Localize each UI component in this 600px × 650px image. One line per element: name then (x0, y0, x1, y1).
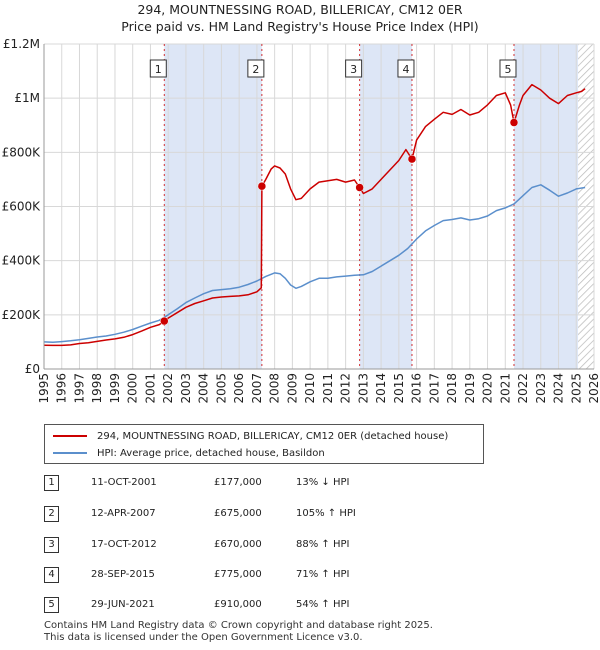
legend-label-property: 294, MOUNTNESSING ROAD, BILLERICAY, CM12… (97, 430, 449, 442)
x-tick-label: 2016 (410, 373, 424, 404)
x-tick-label: 2024 (552, 373, 566, 404)
x-tick-label: 2007 (250, 373, 264, 404)
sale-price: £177,000 (214, 477, 262, 488)
sale-price: £675,000 (214, 508, 262, 519)
x-tick-label: 1999 (108, 373, 122, 404)
x-tick-label: 2002 (161, 373, 175, 404)
sale-row-2: 2 12-APR-2007 £675,000 105% ↑ HPI (44, 506, 384, 524)
sale-hpi-change: 71% ↑ HPI (296, 569, 350, 580)
sale-row-3: 3 17-OCT-2012 £670,000 88% ↑ HPI (44, 537, 384, 555)
y-tick-label: £400K (2, 254, 42, 268)
sale-box-5 (499, 59, 517, 78)
sale-hpi-change: 105% ↑ HPI (296, 508, 356, 519)
sale-row-1: 1 11-OCT-2001 £177,000 13% ↓ HPI (44, 475, 384, 493)
sale-date: 11-OCT-2001 (91, 477, 157, 488)
hpi-series-line (44, 184, 586, 343)
sale-marker-4 (407, 154, 417, 164)
x-tick-label: 2020 (481, 373, 495, 404)
y-tick-label: £0 (25, 362, 40, 376)
sale-price: £775,000 (214, 569, 262, 580)
x-tick-label: 2019 (463, 373, 477, 404)
sale-box-label-2: 2 (252, 63, 259, 76)
x-tick-label: 2023 (534, 373, 548, 404)
x-tick-label: 2008 (268, 373, 282, 404)
legend: 294, MOUNTNESSING ROAD, BILLERICAY, CM12… (44, 424, 484, 464)
legend-swatch-blue (53, 452, 87, 454)
x-tick-label: 2026 (587, 373, 600, 404)
sale-box-label-1: 1 (155, 63, 162, 76)
sale-box-label-3: 3 (350, 63, 357, 76)
chart-title: 294, MOUNTNESSING ROAD, BILLERICAY, CM12… (137, 2, 463, 17)
x-tick-label: 2022 (516, 373, 530, 404)
sale-number-badge: 4 (44, 567, 59, 583)
x-tick-label: 2010 (303, 373, 317, 404)
x-tick-label: 2003 (179, 373, 193, 404)
sale-box-label-4: 4 (402, 63, 409, 76)
x-tick-label: 2006 (232, 373, 246, 404)
sale-date: 12-APR-2007 (91, 508, 156, 519)
x-tick-label: 1995 (37, 373, 51, 404)
sale-marker-3 (355, 183, 364, 192)
legend-swatch-red (53, 435, 87, 437)
sale-marker-2 (257, 181, 267, 191)
sale-marker-1 (160, 316, 169, 326)
sale-hpi-change: 13% ↓ HPI (296, 477, 350, 488)
x-tick-label: 2005 (214, 373, 228, 404)
sale-number-badge: 2 (44, 506, 59, 522)
x-tick-label: 2021 (498, 373, 512, 404)
sale-box-4 (397, 59, 415, 78)
y-tick-label: £200K (2, 308, 42, 322)
x-tick-label: 2009 (285, 373, 299, 404)
sale-box-label-5: 5 (504, 63, 511, 76)
sale-box-2 (247, 59, 265, 78)
sale-number-badge: 3 (44, 537, 59, 553)
sale-box-1 (149, 59, 167, 78)
property-series-line (44, 83, 586, 347)
sale-price: £670,000 (214, 539, 262, 550)
sale-date: 17-OCT-2012 (91, 539, 157, 550)
x-tick-label: 1996 (55, 373, 69, 404)
sale-row-4: 4 28-SEP-2015 £775,000 71% ↑ HPI (44, 567, 384, 585)
x-tick-label: 2013 (356, 373, 370, 404)
footer-licence: This data is licensed under the Open Gov… (44, 632, 363, 643)
x-tick-label: 2011 (321, 373, 335, 404)
price-chart: 1 2 3 4 5 £0 £200K £400K £600K £800K £1M £1.2M 1995… (2, 37, 600, 404)
sale-hpi-change: 54% ↑ HPI (296, 599, 350, 610)
y-tick-label: £1.2M (3, 37, 40, 51)
sale-date: 29-JUN-2021 (91, 599, 155, 610)
x-tick-label: 2017 (427, 373, 441, 404)
sale-marker-5 (509, 118, 519, 127)
chart-subtitle: Price paid vs. HM Land Registry's House … (121, 19, 479, 34)
footer-copyright: Contains HM Land Registry data © Crown c… (44, 620, 433, 631)
sale-number-badge: 5 (44, 597, 59, 613)
x-tick-label: 2001 (143, 373, 157, 404)
x-tick-label: 2018 (445, 373, 459, 404)
x-tick-label: 2012 (339, 373, 353, 404)
x-tick-label: 2014 (374, 373, 388, 404)
sale-number-badge: 1 (44, 475, 59, 491)
y-tick-label: £600K (2, 200, 42, 214)
x-tick-label: 2015 (392, 373, 406, 404)
x-tick-label: 2004 (197, 373, 211, 404)
sale-box-3 (345, 59, 363, 78)
x-tick-label: 1998 (90, 373, 104, 404)
sale-row-5: 5 29-JUN-2021 £910,000 54% ↑ HPI (44, 597, 384, 615)
sale-hpi-change: 88% ↑ HPI (296, 539, 350, 550)
legend-item-hpi: HPI: Average price, detached house, Basi… (53, 445, 325, 461)
x-tick-label: 2025 (569, 373, 583, 404)
legend-label-hpi: HPI: Average price, detached house, Basi… (97, 447, 325, 459)
sale-date: 28-SEP-2015 (91, 569, 155, 580)
x-tick-label: 2000 (126, 373, 140, 404)
x-tick-label: 1997 (72, 373, 86, 404)
legend-item-property: 294, MOUNTNESSING ROAD, BILLERICAY, CM12… (53, 428, 448, 444)
y-tick-label: £1M (14, 91, 40, 105)
y-tick-label: £800K (2, 145, 42, 159)
sale-price: £910,000 (214, 599, 262, 610)
